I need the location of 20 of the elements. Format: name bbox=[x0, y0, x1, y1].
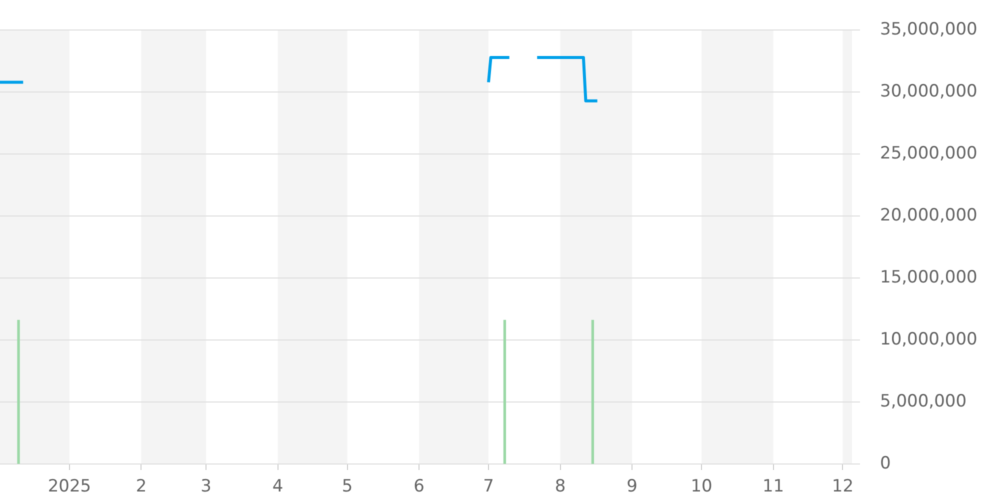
y-tick-label: 30,000,000 bbox=[880, 82, 978, 102]
x-tick-label: 9 bbox=[626, 476, 638, 497]
y-tick-label: 25,000,000 bbox=[880, 144, 978, 164]
x-tick-label: 11 bbox=[762, 476, 784, 497]
y-tick-label: 10,000,000 bbox=[880, 329, 978, 350]
x-tick-label: 7 bbox=[483, 476, 494, 497]
x-tick-label: 8 bbox=[554, 476, 566, 497]
x-tick-label: 5 bbox=[342, 476, 353, 497]
y-tick-label: 0 bbox=[880, 453, 891, 474]
x-tick-label: 4 bbox=[272, 476, 284, 497]
y-tick-label: 20,000,000 bbox=[880, 206, 978, 226]
y-tick-label: 15,000,000 bbox=[880, 268, 978, 288]
x-tick-label: 6 bbox=[414, 476, 424, 497]
x-tick-label: 12 bbox=[832, 476, 854, 497]
y-tick-label: 5,000,000 bbox=[880, 391, 967, 412]
x-tick-label: 2025 bbox=[48, 476, 92, 497]
x-tick-label: 3 bbox=[200, 476, 212, 497]
x-tick-label: 2 bbox=[136, 476, 147, 497]
y-tick-label: 35,000,000 bbox=[880, 20, 978, 40]
x-tick-label: 10 bbox=[690, 476, 712, 497]
